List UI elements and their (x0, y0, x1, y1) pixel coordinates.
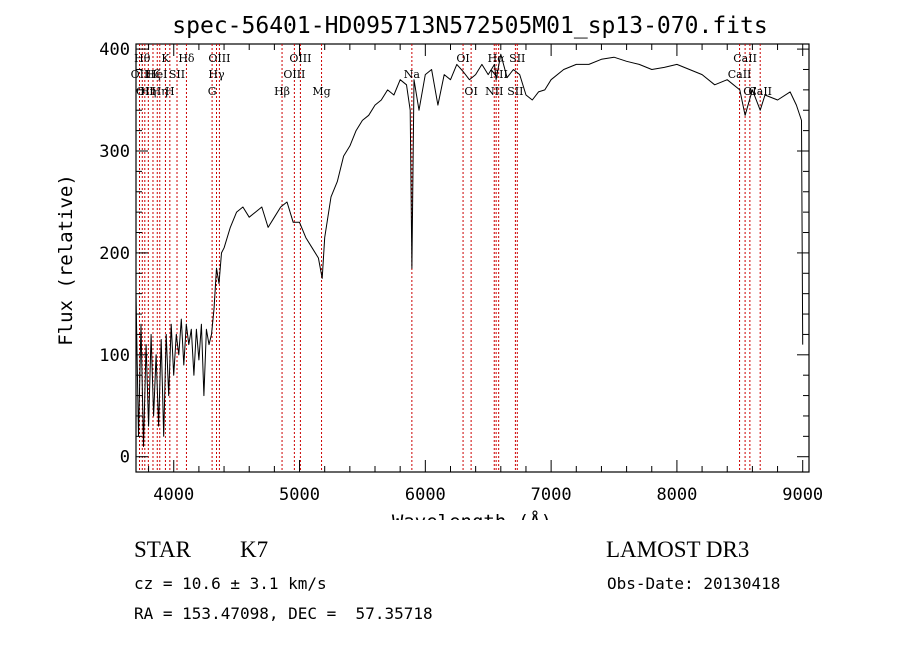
line-label-10: Hδ (178, 52, 195, 65)
line-label-26: CaII (728, 68, 752, 81)
chart-title: spec-56401-HD095713N572505M01_sp13-070.f… (172, 13, 767, 39)
line-label-7: K (161, 52, 170, 65)
line-label-16: OIII (289, 52, 311, 65)
line-label-22: Hα (488, 52, 506, 65)
line-label-18: Na (404, 68, 421, 81)
line-label-3: Hη (140, 85, 156, 98)
line-label-8: H (165, 85, 175, 98)
line-label-23: NII (490, 68, 508, 81)
line-label-1: Hθ (134, 52, 151, 65)
x-tick-label-1: 5000 (279, 485, 320, 505)
line-label-5: HeI (147, 68, 167, 81)
y-axis-label: Flux (relative) (55, 174, 77, 346)
spectrum-series (135, 53, 804, 447)
line-label-28: OI (743, 85, 756, 98)
x-tick-label-2: 6000 (405, 485, 446, 505)
line-label-15: OIII (283, 68, 305, 81)
observation-date: Obs-Date: 20130418 (607, 574, 781, 593)
line-label-27: CaII (733, 52, 757, 65)
survey-name: LAMOST DR3 (606, 537, 750, 562)
line-label-24: SII (507, 85, 523, 98)
x-tick-label-0: 4000 (153, 485, 194, 505)
line-label-17: Mg (312, 85, 330, 98)
spectral-line-markers (139, 44, 761, 472)
line-label-13: OIII (208, 52, 230, 65)
line-label-9: SII (169, 68, 185, 81)
line-label-12: Hγ (208, 68, 225, 81)
x-tick-label-4: 8000 (656, 485, 697, 505)
y-tick-label-2: 200 (99, 244, 130, 264)
line-label-20: OI (464, 85, 477, 98)
object-class: STAR (134, 537, 191, 562)
y-tick-label-1: 100 (99, 346, 130, 366)
line-label-11: G (208, 85, 217, 98)
line-label-19: OI (456, 52, 469, 65)
x-tick-label-3: 7000 (531, 485, 572, 505)
object-subclass: K7 (240, 537, 269, 562)
y-tick-label-0: 0 (120, 448, 130, 468)
y-tick-label-4: 400 (99, 40, 130, 60)
line-label-21: NII (485, 85, 503, 98)
line-label-6: Hη (152, 85, 168, 98)
plot-frame (135, 43, 810, 473)
spectrum-line (135, 53, 804, 447)
line-label-4: Hζ (145, 68, 161, 81)
sky-coordinates: RA = 153.47098, DEC = 57.35718 (134, 604, 433, 623)
line-label-25: SII (509, 52, 525, 65)
y-tick-label-3: 300 (99, 142, 130, 162)
x-tick-label-5: 9000 (782, 485, 823, 505)
axes-ticks: 4000 5000 6000 7000 8000 9000 0 100 200 300 400 (99, 40, 823, 505)
line-label-2: OII (136, 85, 154, 98)
spectrum-chart: spec-56401-HD095713N572505M01_sp13-070.f… (55, 13, 823, 520)
spectral-line-labels: OIIHθOIIHηHζHeIHηKHSIIHδGHγOIIIHβOIIIOII… (131, 52, 772, 98)
x-axis-label: Wavelength (Å) (392, 510, 552, 520)
line-label-0: OII (131, 68, 149, 81)
redshift-velocity: cz = 10.6 ± 3.1 km/s (134, 574, 327, 593)
line-label-14: Hβ (274, 85, 290, 98)
